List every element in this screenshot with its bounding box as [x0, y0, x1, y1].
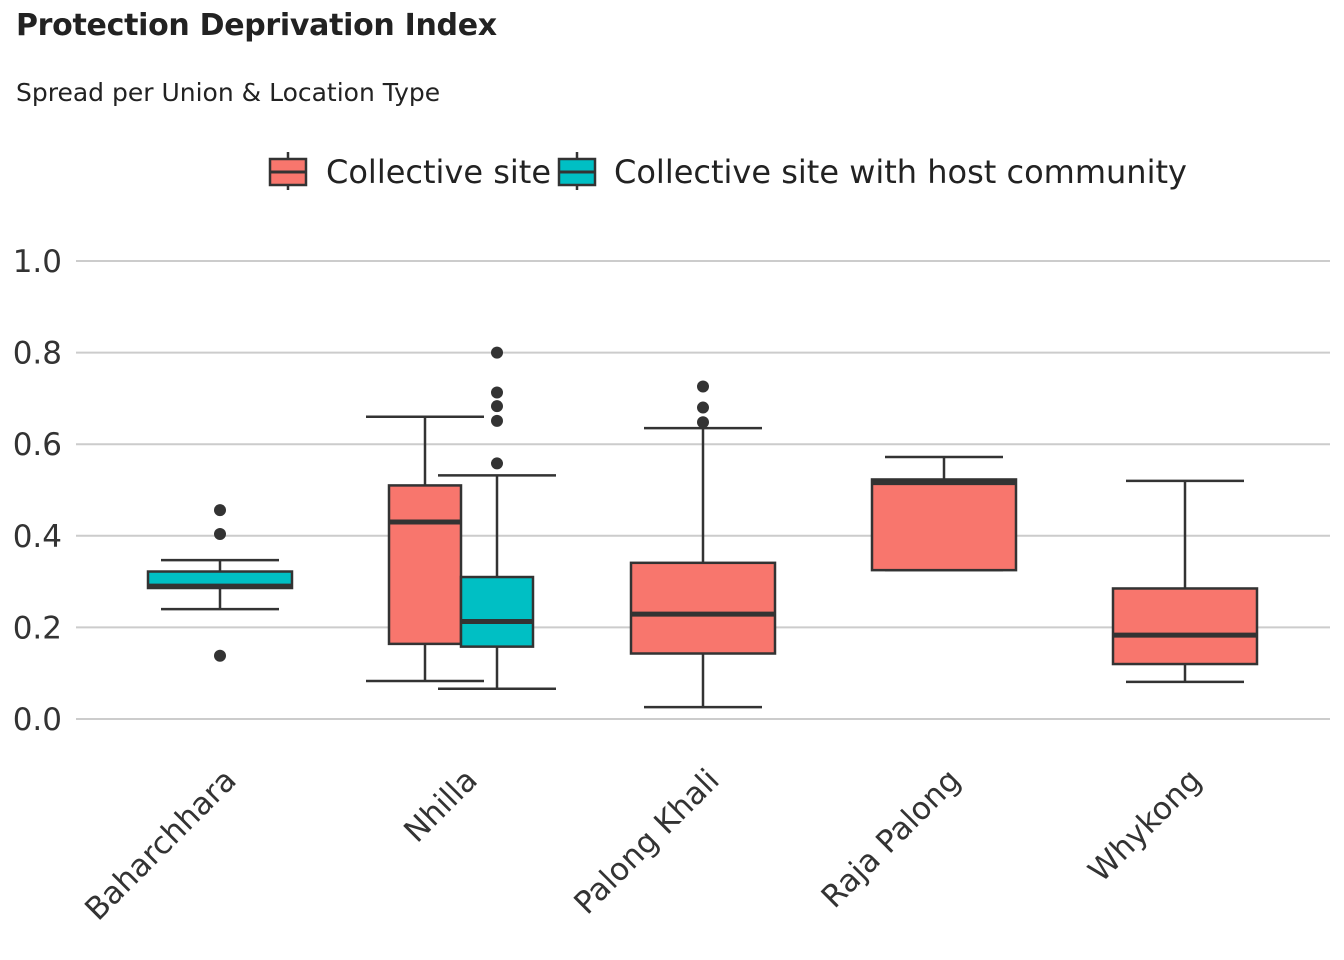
legend-item-host-community: Collective site with host community: [557, 152, 1187, 191]
plot-area: [146, 346, 1259, 709]
box-palong-khali-collective-site: [629, 380, 777, 709]
box-nhilla-host-community: [438, 346, 556, 691]
outlier-point: [214, 504, 226, 517]
box-iqr: [870, 478, 1018, 572]
box-nhilla-collective-site: [366, 415, 484, 683]
outlier-point: [214, 649, 226, 662]
y-tick-label: 0.4: [13, 519, 62, 555]
box-iqr: [629, 561, 777, 655]
legend-label: Collective site: [326, 153, 551, 191]
outlier-point: [491, 400, 503, 413]
box-iqr: [459, 575, 535, 648]
legend-label: Collective site with host community: [614, 153, 1187, 191]
y-tick-label: 0.0: [13, 702, 62, 738]
y-tick-label: 0.2: [13, 610, 62, 646]
outlier-point: [697, 380, 709, 393]
legend-item-collective-site: Collective site: [268, 152, 551, 191]
outlier-point: [697, 401, 709, 414]
x-tick-label: Baharchhara: [78, 762, 244, 928]
chart-subtitle: Spread per Union & Location Type: [16, 78, 441, 107]
x-axis: Baharchhara Nhilla Palong Khali Raja Palong…: [78, 762, 1209, 928]
x-tick-label: Raja Palong: [815, 762, 968, 915]
outlier-point: [491, 457, 503, 470]
outlier-point: [491, 386, 503, 399]
y-tick-label: 0.6: [13, 427, 62, 463]
y-tick-label: 1.0: [13, 244, 62, 280]
y-tick-label: 0.8: [13, 336, 62, 372]
box-raja-palong-collective-site: [870, 455, 1018, 572]
x-tick-label: Whykong: [1082, 762, 1209, 889]
outlier-point: [214, 527, 226, 540]
x-tick-label: Nhilla: [397, 762, 484, 849]
outlier-point: [491, 414, 503, 427]
box-baharchhara-host-community: [146, 504, 294, 662]
x-tick-label: Palong Khali: [567, 762, 726, 921]
outlier-point: [697, 416, 709, 429]
y-axis: 0.0 0.2 0.4 0.6 0.8 1.0: [13, 244, 62, 738]
outlier-point: [491, 346, 503, 359]
legend: Collective site Collective site with host…: [268, 152, 1187, 191]
box-iqr: [1111, 587, 1259, 666]
box-iqr: [387, 484, 463, 646]
chart-title: Protection Deprivation Index: [16, 8, 497, 43]
box-whykong-collective-site: [1111, 479, 1259, 684]
